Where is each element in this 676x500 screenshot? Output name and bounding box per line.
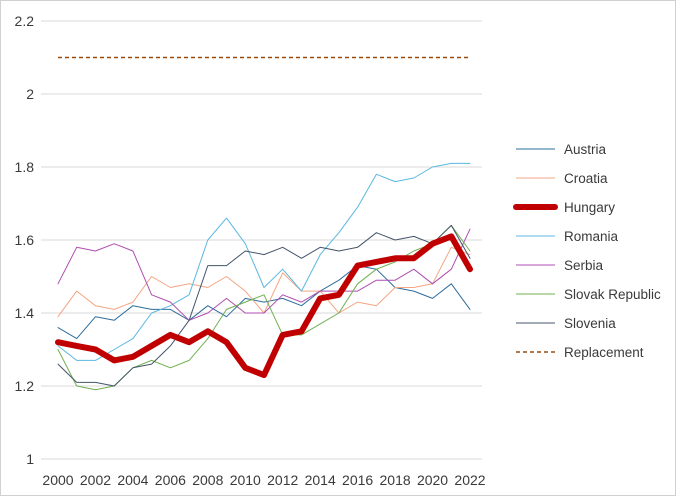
y-tick-label: 1.6 — [15, 232, 35, 248]
y-tick-label: 1.8 — [15, 159, 35, 175]
legend: Austria Croatia Hungary Romania Serbia Slovak… — [513, 142, 661, 360]
y-tick-label: 2 — [26, 86, 34, 102]
x-tick-label: 2016 — [342, 472, 373, 488]
series-line-slovenia — [57, 224, 471, 387]
x-tick-label: 2008 — [192, 472, 223, 488]
legend-label: Hungary — [564, 200, 615, 215]
legend-label: Romania — [564, 229, 619, 244]
y-tick-label: 2.2 — [15, 13, 35, 29]
y-tick-label: 1.4 — [15, 305, 35, 321]
series-line-hungary — [55, 233, 473, 379]
series-line-romania — [57, 162, 471, 361]
y-tick-label: 1.2 — [15, 378, 35, 394]
legend-label: Slovak Republic — [564, 287, 661, 302]
y-tick-label: 1 — [26, 451, 34, 467]
y-axis-ticks: 1 1.2 1.4 1.6 1.8 2 2.2 — [15, 13, 35, 467]
x-tick-label: 2000 — [42, 472, 73, 488]
legend-label: Croatia — [564, 171, 608, 186]
x-tick-label: 2020 — [417, 472, 448, 488]
series-line-austria — [57, 265, 471, 340]
legend-label: Austria — [564, 142, 607, 157]
gridlines — [41, 20, 482, 460]
x-tick-label: 2006 — [155, 472, 186, 488]
x-tick-label: 2022 — [454, 472, 485, 488]
legend-label: Replacement — [564, 345, 644, 360]
x-tick-label: 2002 — [80, 472, 111, 488]
x-axis-ticks: 2000 2002 2004 2006 2008 2010 2012 2014 2016 2018… — [42, 472, 485, 488]
series-lines — [55, 56, 473, 391]
x-tick-label: 2014 — [305, 472, 336, 488]
legend-label: Serbia — [564, 258, 604, 273]
x-tick-label: 2012 — [267, 472, 298, 488]
legend-label: Slovenia — [564, 316, 616, 331]
x-tick-label: 2018 — [380, 472, 411, 488]
x-tick-label: 2004 — [117, 472, 148, 488]
x-tick-label: 2010 — [230, 472, 261, 488]
series-line-serbia — [57, 228, 471, 321]
